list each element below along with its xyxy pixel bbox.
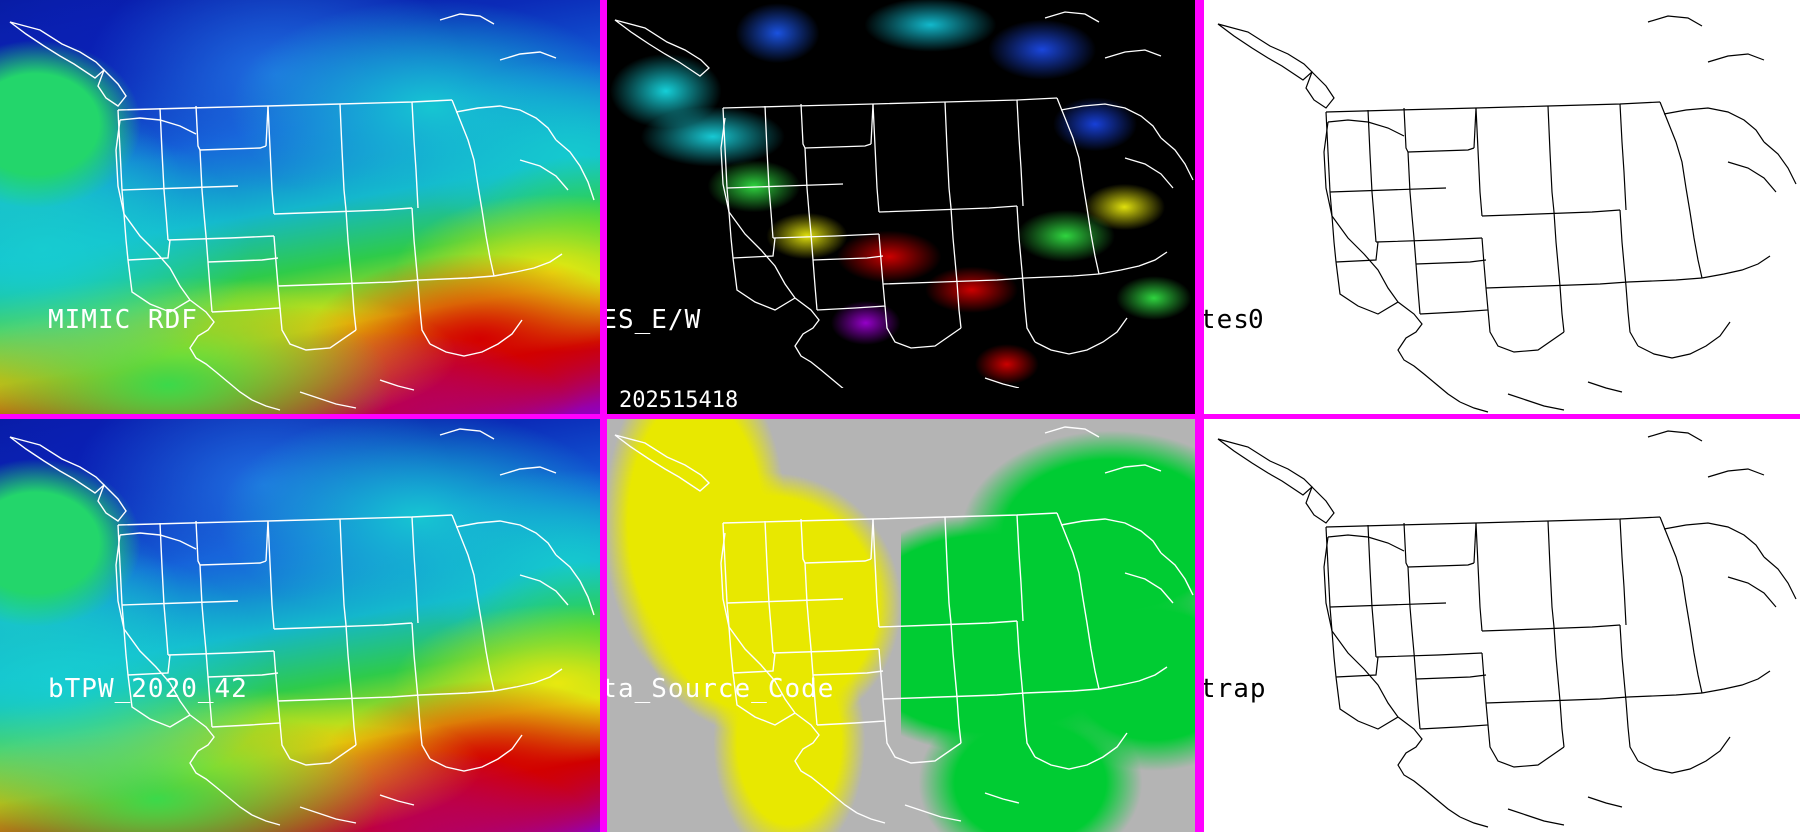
map-overlay-borders: [9, 13, 595, 411]
separator-horizontal: [0, 414, 1800, 419]
panel-gps-extrap[interactable]: GPS_Extrap: [1204, 419, 1800, 832]
map-overlay-borders-dsc: [614, 426, 1194, 824]
map-outline-gps-sites: [1217, 15, 1797, 413]
panel-gps-sites[interactable]: GPS Sites 0: [1204, 0, 1800, 414]
mimic-rdf-raster: [0, 0, 600, 414]
map-overlay-borders-btpw: [9, 428, 595, 826]
timestamp-text: 202515418: [619, 388, 739, 413]
panel-btpw[interactable]: bTPW_2020_42: [0, 419, 600, 832]
map-outline-gps-extrap: [1217, 430, 1797, 828]
timestamp-bar: 202515418: [607, 388, 1195, 414]
map-overlay-borders-goes: [614, 11, 1194, 409]
panel-data-source-code[interactable]: Data_Source_Code: [607, 419, 1195, 832]
panel-goes-ew[interactable]: GOES_E/W: [607, 0, 1195, 414]
dsc-west-region: [607, 419, 901, 832]
separator-vertical-left-top: [600, 0, 607, 414]
panel-mimic-rdf[interactable]: MIMIC RDF: [0, 0, 600, 414]
separator-vertical-left-bottom: [600, 419, 607, 832]
separator-vertical-right-top: [1195, 0, 1204, 414]
separator-vertical-right-bottom: [1195, 419, 1204, 832]
